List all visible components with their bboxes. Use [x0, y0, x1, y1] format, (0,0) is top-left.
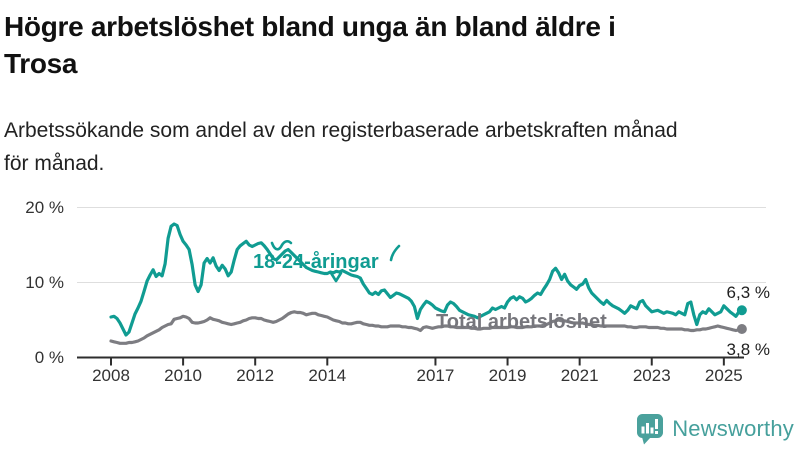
- y-tick-label: 20 %: [25, 197, 64, 217]
- newsworthy-logo: Newsworthy: [635, 412, 794, 446]
- end-value-label-total: 3,8 %: [726, 340, 770, 359]
- x-tick-label: 2014: [308, 366, 347, 385]
- title-line-2: Trosa: [4, 48, 78, 79]
- annotation-down-arrow-icon: [329, 271, 343, 283]
- series-end-dot: [736, 305, 747, 316]
- x-tick-label: 2008: [92, 366, 130, 385]
- series-line-total-arbetsl-shet: [109, 310, 744, 345]
- x-tick-label: 2019: [488, 366, 527, 385]
- series-end-dot: [736, 324, 747, 334]
- annotation-flick-arrow-icon: [389, 244, 401, 262]
- series-line-18-24-ringar: [109, 222, 744, 337]
- y-tick-label: 10 %: [25, 272, 64, 292]
- series-label-young: 18-24-åringar: [253, 251, 379, 273]
- annotation-squiggle-arrow-icon: [270, 239, 293, 251]
- x-tick-label: 2017: [416, 366, 455, 385]
- subtitle-line-1: Arbetssökande som andel av den registerb…: [4, 119, 678, 142]
- x-tick-label: 2010: [164, 366, 202, 385]
- x-tick-label: 2025: [704, 366, 743, 385]
- newsworthy-bubble-barchart-icon: [637, 414, 664, 445]
- end-value-label-young: 6,3 %: [726, 283, 770, 302]
- title-line-1: Högre arbetslöshet bland unga än bland ä…: [4, 11, 616, 42]
- series-label-total: Total arbetslöshet: [436, 311, 607, 333]
- x-tick-label: 2012: [236, 366, 275, 385]
- subtitle-line-2: för månad.: [4, 152, 105, 175]
- x-tick-label: 2023: [632, 366, 671, 385]
- newsworthy-wordmark: Newsworthy: [672, 416, 794, 441]
- page-title: Högre arbetslöshet bland unga än bland ä…: [4, 8, 616, 82]
- chart-subtitle: Arbetssökande som andel av den registerb…: [4, 114, 678, 180]
- x-tick-label: 2021: [560, 366, 599, 385]
- y-tick-label: 0 %: [34, 347, 64, 367]
